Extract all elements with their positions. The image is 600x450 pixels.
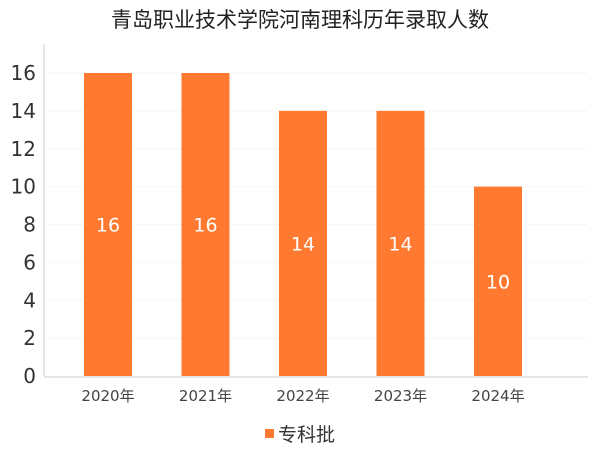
data-label: 10 (486, 271, 510, 293)
data-label: 16 (193, 215, 217, 237)
data-label: 14 (388, 233, 412, 255)
legend: 专科批 (0, 420, 600, 447)
chart-title: 青岛职业技术学院河南理科历年录取人数 (111, 8, 489, 32)
y-tick-label: 2 (23, 326, 36, 350)
y-tick-label: 16 (11, 61, 36, 85)
x-tick-label: 2024年 (471, 387, 524, 405)
x-tick-label: 2021年 (179, 387, 232, 405)
y-tick-label: 6 (23, 250, 36, 274)
bar (181, 73, 230, 376)
x-tick-label: 2023年 (374, 387, 427, 405)
y-tick-label: 10 (11, 175, 36, 199)
y-tick-label: 8 (23, 213, 36, 237)
y-tick-label: 4 (23, 288, 36, 312)
bar (84, 73, 132, 376)
legend-label: 专科批 (277, 424, 335, 446)
bar (279, 110, 327, 376)
x-tick-label: 2022年 (276, 387, 329, 405)
x-tick-label: 2020年 (81, 387, 134, 405)
y-tick-label: 12 (11, 137, 36, 161)
data-label: 16 (96, 215, 120, 237)
bar (376, 110, 425, 376)
bar (474, 186, 522, 376)
data-label: 14 (291, 233, 315, 255)
legend-swatch (264, 429, 274, 438)
y-tick-label: 14 (11, 99, 36, 123)
y-tick-label: 0 (23, 364, 36, 388)
